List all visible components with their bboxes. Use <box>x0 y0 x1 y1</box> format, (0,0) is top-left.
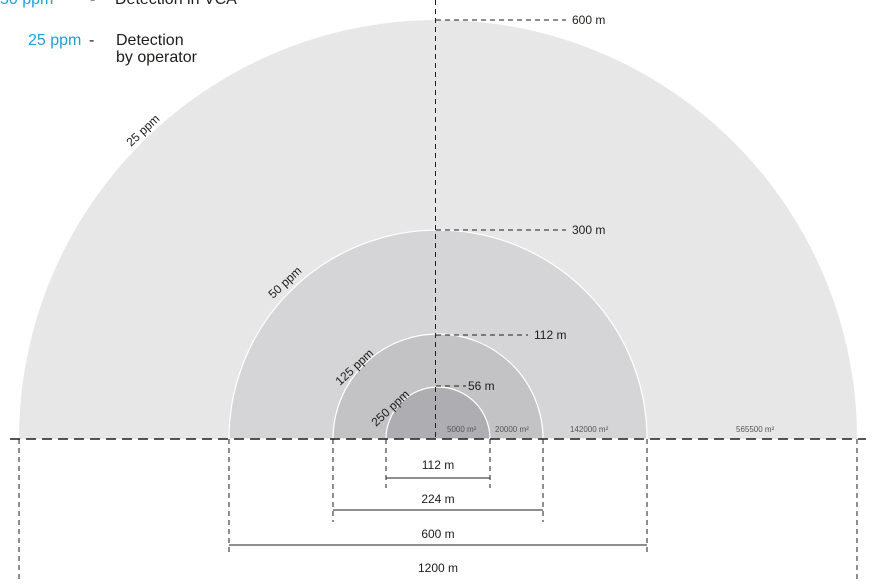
diameter-label-600: 600 m <box>421 527 454 541</box>
zone-250ppm <box>385 386 491 440</box>
radius-label-300: 300 m <box>572 223 605 237</box>
area-label-250ppm: 5000 m² <box>447 425 477 434</box>
diameter-label-112: 112 m <box>422 458 454 472</box>
diameter-label-224: 224 m <box>421 492 454 506</box>
legend: 50 ppm - Detection in VCA 25 ppm - Detec… <box>0 0 237 66</box>
diameter-label-1200: 1200 m <box>418 561 458 575</box>
legend-item-25ppm-value: 25 ppm <box>28 32 81 49</box>
area-label-125ppm: 20000 m² <box>495 425 529 434</box>
legend-item-25ppm-description-line2: by operator <box>116 49 198 66</box>
legend-item-50ppm-separator: - <box>90 0 95 8</box>
legend-item-50ppm-description: Detection in VCA <box>115 0 237 8</box>
legend-item-25ppm-separator: - <box>89 32 94 49</box>
radius-label-56: 56 m <box>468 379 495 393</box>
radius-label-600: 600 m <box>572 13 605 27</box>
legend-item-25ppm-description: Detection <box>116 32 184 49</box>
legend-item-50ppm-value: 50 ppm <box>0 0 53 8</box>
area-label-25ppm: 565500 m² <box>736 425 775 434</box>
radius-label-112: 112 m <box>534 328 566 342</box>
area-label-50ppm: 142000 m² <box>570 425 609 434</box>
